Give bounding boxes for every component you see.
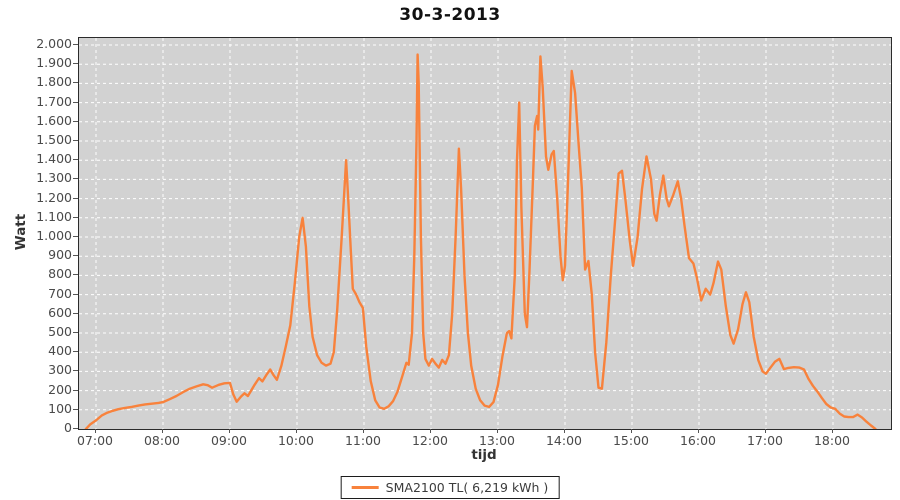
y-tick-mark	[73, 197, 78, 199]
x-tick-label: 13:00	[478, 433, 516, 448]
y-tick-label: 500	[48, 324, 72, 339]
chart-title: 30-3-2013	[399, 5, 501, 25]
y-tick-mark	[73, 293, 78, 295]
x-tick-mark	[229, 429, 230, 433]
y-tick-label: 1.800	[36, 74, 72, 90]
x-tick-label: 09:00	[210, 433, 248, 448]
y-tick-mark	[73, 274, 78, 276]
y-tick-label: 300	[48, 362, 72, 378]
y-tick-mark	[73, 389, 78, 391]
y-tick-label: 600	[48, 304, 72, 320]
y-tick-label: 800	[48, 266, 72, 282]
legend-label: SMA2100 TL( 6,219 kWh )	[385, 480, 549, 495]
x-tick-mark	[832, 429, 833, 433]
legend-line-marker	[351, 486, 379, 489]
y-tick-label: 2.000	[36, 36, 72, 51]
y-tick-label: 900	[48, 247, 72, 263]
x-tick-mark	[765, 429, 766, 433]
x-tick-label: 07:00	[76, 433, 114, 448]
y-tick-label: 1.400	[36, 151, 72, 167]
y-tick-label: 0	[64, 420, 72, 435]
y-tick-mark	[73, 428, 78, 429]
x-tick-label: 15:00	[612, 433, 650, 448]
y-tick-mark	[73, 44, 78, 45]
x-tick-label: 08:00	[143, 433, 181, 448]
y-tick-mark	[73, 140, 78, 141]
y-tick-mark	[73, 120, 78, 122]
legend: SMA2100 TL( 6,219 kWh )	[340, 476, 560, 499]
y-tick-label: 1.200	[36, 189, 72, 205]
x-tick-mark	[296, 429, 297, 433]
x-tick-label: 11:00	[344, 433, 382, 448]
y-tick-label: 1.100	[36, 208, 72, 224]
y-tick-label: 1.300	[36, 170, 72, 186]
x-tick-label: 16:00	[679, 433, 717, 448]
y-tick-label: 1.900	[36, 55, 72, 71]
x-tick-label: 17:00	[746, 433, 784, 448]
x-tick-label: 18:00	[813, 433, 851, 448]
y-tick-label: 200	[48, 381, 72, 397]
y-tick-label: 1.600	[36, 112, 72, 128]
y-tick-mark	[73, 159, 78, 161]
y-tick-mark	[73, 216, 78, 218]
y-tick-mark	[73, 370, 78, 372]
x-tick-label: 12:00	[411, 433, 449, 448]
x-tick-label: 14:00	[545, 433, 583, 448]
x-tick-mark	[363, 429, 364, 433]
y-tick-label: 1.000	[36, 228, 72, 243]
y-tick-mark	[73, 312, 78, 314]
y-tick-mark	[73, 351, 78, 353]
y-tick-label: 700	[48, 285, 72, 301]
y-tick-mark	[73, 408, 78, 410]
y-tick-mark	[73, 236, 78, 237]
x-tick-mark	[698, 429, 699, 433]
x-tick-mark	[430, 429, 431, 433]
y-tick-mark	[73, 255, 78, 257]
y-tick-mark	[73, 82, 78, 84]
plot-area	[78, 37, 892, 430]
x-tick-mark	[162, 429, 163, 433]
y-tick-label: 1.700	[36, 93, 72, 109]
x-tick-mark	[564, 429, 565, 433]
x-axis-label: tijd	[471, 447, 497, 463]
y-tick-label: 100	[48, 400, 72, 416]
x-tick-mark	[95, 429, 96, 433]
x-tick-mark	[631, 429, 632, 433]
x-tick-mark	[497, 429, 498, 433]
x-tick-label: 10:00	[277, 433, 315, 448]
y-tick-mark	[73, 63, 78, 65]
y-tick-mark	[73, 101, 78, 103]
y-tick-label: 1.500	[36, 132, 72, 147]
y-tick-mark	[73, 332, 78, 333]
y-tick-mark	[73, 178, 78, 180]
y-tick-label: 400	[48, 343, 72, 359]
